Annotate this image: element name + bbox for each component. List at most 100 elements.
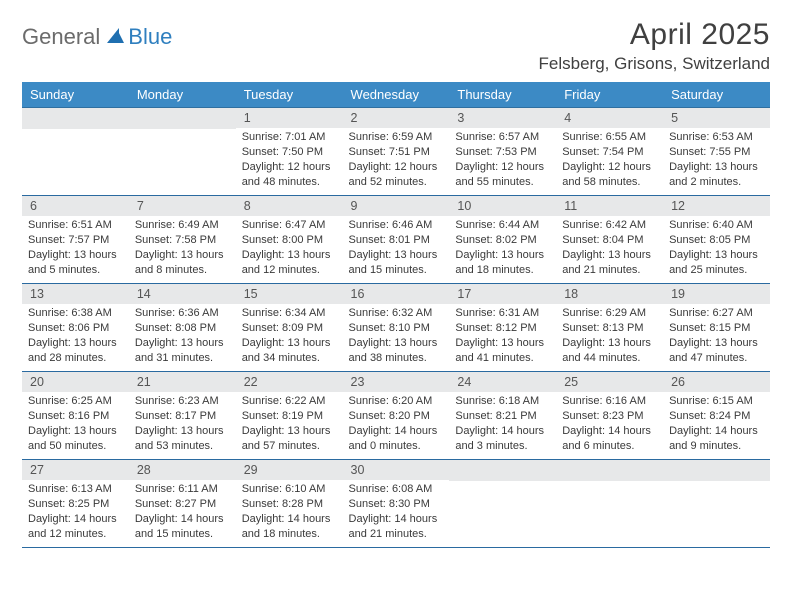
calendar-cell	[449, 460, 556, 548]
empty-day	[663, 460, 770, 481]
logo-sail-icon	[105, 25, 125, 50]
day-number: 18	[556, 284, 663, 304]
day-number: 24	[449, 372, 556, 392]
calendar-cell: 27Sunrise: 6:13 AMSunset: 8:25 PMDayligh…	[22, 460, 129, 548]
day-content: Sunrise: 6:46 AMSunset: 8:01 PMDaylight:…	[343, 216, 450, 281]
calendar-cell: 5Sunrise: 6:53 AMSunset: 7:55 PMDaylight…	[663, 108, 770, 196]
calendar-cell: 3Sunrise: 6:57 AMSunset: 7:53 PMDaylight…	[449, 108, 556, 196]
calendar-cell: 11Sunrise: 6:42 AMSunset: 8:04 PMDayligh…	[556, 196, 663, 284]
day-content: Sunrise: 6:23 AMSunset: 8:17 PMDaylight:…	[129, 392, 236, 457]
day-number: 12	[663, 196, 770, 216]
day-content: Sunrise: 6:25 AMSunset: 8:16 PMDaylight:…	[22, 392, 129, 457]
weekday-header: Sunday	[22, 82, 129, 108]
empty-day	[449, 460, 556, 481]
day-content: Sunrise: 6:16 AMSunset: 8:23 PMDaylight:…	[556, 392, 663, 457]
calendar-row: 1Sunrise: 7:01 AMSunset: 7:50 PMDaylight…	[22, 108, 770, 196]
day-content: Sunrise: 6:59 AMSunset: 7:51 PMDaylight:…	[343, 128, 450, 193]
calendar-cell: 16Sunrise: 6:32 AMSunset: 8:10 PMDayligh…	[343, 284, 450, 372]
weekday-header: Saturday	[663, 82, 770, 108]
day-number: 9	[343, 196, 450, 216]
day-number: 14	[129, 284, 236, 304]
logo-text-general: General	[22, 24, 100, 50]
calendar-cell	[22, 108, 129, 196]
day-content: Sunrise: 6:40 AMSunset: 8:05 PMDaylight:…	[663, 216, 770, 281]
day-number: 30	[343, 460, 450, 480]
day-content: Sunrise: 6:44 AMSunset: 8:02 PMDaylight:…	[449, 216, 556, 281]
calendar-cell: 1Sunrise: 7:01 AMSunset: 7:50 PMDaylight…	[236, 108, 343, 196]
calendar-cell: 7Sunrise: 6:49 AMSunset: 7:58 PMDaylight…	[129, 196, 236, 284]
day-number: 19	[663, 284, 770, 304]
calendar-cell: 26Sunrise: 6:15 AMSunset: 8:24 PMDayligh…	[663, 372, 770, 460]
month-title: April 2025	[539, 18, 770, 52]
day-content: Sunrise: 6:42 AMSunset: 8:04 PMDaylight:…	[556, 216, 663, 281]
day-number: 29	[236, 460, 343, 480]
calendar-cell: 14Sunrise: 6:36 AMSunset: 8:08 PMDayligh…	[129, 284, 236, 372]
calendar-row: 6Sunrise: 6:51 AMSunset: 7:57 PMDaylight…	[22, 196, 770, 284]
day-number: 27	[22, 460, 129, 480]
day-content: Sunrise: 6:29 AMSunset: 8:13 PMDaylight:…	[556, 304, 663, 369]
day-content: Sunrise: 7:01 AMSunset: 7:50 PMDaylight:…	[236, 128, 343, 193]
day-content: Sunrise: 6:22 AMSunset: 8:19 PMDaylight:…	[236, 392, 343, 457]
day-content: Sunrise: 6:34 AMSunset: 8:09 PMDaylight:…	[236, 304, 343, 369]
day-content: Sunrise: 6:51 AMSunset: 7:57 PMDaylight:…	[22, 216, 129, 281]
day-number: 17	[449, 284, 556, 304]
calendar-cell: 12Sunrise: 6:40 AMSunset: 8:05 PMDayligh…	[663, 196, 770, 284]
day-content: Sunrise: 6:31 AMSunset: 8:12 PMDaylight:…	[449, 304, 556, 369]
day-content: Sunrise: 6:55 AMSunset: 7:54 PMDaylight:…	[556, 128, 663, 193]
calendar-cell: 24Sunrise: 6:18 AMSunset: 8:21 PMDayligh…	[449, 372, 556, 460]
day-number: 6	[22, 196, 129, 216]
day-number: 4	[556, 108, 663, 128]
empty-day	[556, 460, 663, 481]
calendar-cell: 4Sunrise: 6:55 AMSunset: 7:54 PMDaylight…	[556, 108, 663, 196]
calendar-cell: 23Sunrise: 6:20 AMSunset: 8:20 PMDayligh…	[343, 372, 450, 460]
day-content: Sunrise: 6:32 AMSunset: 8:10 PMDaylight:…	[343, 304, 450, 369]
location: Felsberg, Grisons, Switzerland	[539, 54, 770, 74]
calendar-cell: 2Sunrise: 6:59 AMSunset: 7:51 PMDaylight…	[343, 108, 450, 196]
day-content: Sunrise: 6:27 AMSunset: 8:15 PMDaylight:…	[663, 304, 770, 369]
day-number: 20	[22, 372, 129, 392]
day-content: Sunrise: 6:47 AMSunset: 8:00 PMDaylight:…	[236, 216, 343, 281]
day-content: Sunrise: 6:20 AMSunset: 8:20 PMDaylight:…	[343, 392, 450, 457]
calendar-cell: 25Sunrise: 6:16 AMSunset: 8:23 PMDayligh…	[556, 372, 663, 460]
day-content: Sunrise: 6:13 AMSunset: 8:25 PMDaylight:…	[22, 480, 129, 545]
day-number: 25	[556, 372, 663, 392]
calendar-cell: 21Sunrise: 6:23 AMSunset: 8:17 PMDayligh…	[129, 372, 236, 460]
day-content: Sunrise: 6:49 AMSunset: 7:58 PMDaylight:…	[129, 216, 236, 281]
calendar-cell: 30Sunrise: 6:08 AMSunset: 8:30 PMDayligh…	[343, 460, 450, 548]
day-number: 11	[556, 196, 663, 216]
calendar-cell: 22Sunrise: 6:22 AMSunset: 8:19 PMDayligh…	[236, 372, 343, 460]
calendar-cell: 10Sunrise: 6:44 AMSunset: 8:02 PMDayligh…	[449, 196, 556, 284]
day-number: 15	[236, 284, 343, 304]
logo: General Blue	[22, 18, 172, 50]
day-content: Sunrise: 6:18 AMSunset: 8:21 PMDaylight:…	[449, 392, 556, 457]
calendar-cell: 15Sunrise: 6:34 AMSunset: 8:09 PMDayligh…	[236, 284, 343, 372]
logo-text-blue: Blue	[128, 24, 172, 50]
calendar-row: 27Sunrise: 6:13 AMSunset: 8:25 PMDayligh…	[22, 460, 770, 548]
header: General Blue April 2025 Felsberg, Grison…	[22, 18, 770, 74]
day-content: Sunrise: 6:15 AMSunset: 8:24 PMDaylight:…	[663, 392, 770, 457]
day-number: 7	[129, 196, 236, 216]
day-number: 23	[343, 372, 450, 392]
day-content: Sunrise: 6:57 AMSunset: 7:53 PMDaylight:…	[449, 128, 556, 193]
calendar-cell: 28Sunrise: 6:11 AMSunset: 8:27 PMDayligh…	[129, 460, 236, 548]
weekday-header: Monday	[129, 82, 236, 108]
calendar-table: Sunday Monday Tuesday Wednesday Thursday…	[22, 82, 770, 548]
calendar-cell: 13Sunrise: 6:38 AMSunset: 8:06 PMDayligh…	[22, 284, 129, 372]
calendar-cell: 20Sunrise: 6:25 AMSunset: 8:16 PMDayligh…	[22, 372, 129, 460]
weekday-header: Wednesday	[343, 82, 450, 108]
weekday-header: Thursday	[449, 82, 556, 108]
day-number: 10	[449, 196, 556, 216]
day-content: Sunrise: 6:08 AMSunset: 8:30 PMDaylight:…	[343, 480, 450, 545]
weekday-header: Friday	[556, 82, 663, 108]
weekday-header-row: Sunday Monday Tuesday Wednesday Thursday…	[22, 82, 770, 108]
calendar-row: 13Sunrise: 6:38 AMSunset: 8:06 PMDayligh…	[22, 284, 770, 372]
day-number: 26	[663, 372, 770, 392]
day-content: Sunrise: 6:53 AMSunset: 7:55 PMDaylight:…	[663, 128, 770, 193]
calendar-cell: 6Sunrise: 6:51 AMSunset: 7:57 PMDaylight…	[22, 196, 129, 284]
day-content: Sunrise: 6:38 AMSunset: 8:06 PMDaylight:…	[22, 304, 129, 369]
calendar-cell: 8Sunrise: 6:47 AMSunset: 8:00 PMDaylight…	[236, 196, 343, 284]
day-number: 1	[236, 108, 343, 128]
weekday-header: Tuesday	[236, 82, 343, 108]
day-number: 16	[343, 284, 450, 304]
day-number: 2	[343, 108, 450, 128]
